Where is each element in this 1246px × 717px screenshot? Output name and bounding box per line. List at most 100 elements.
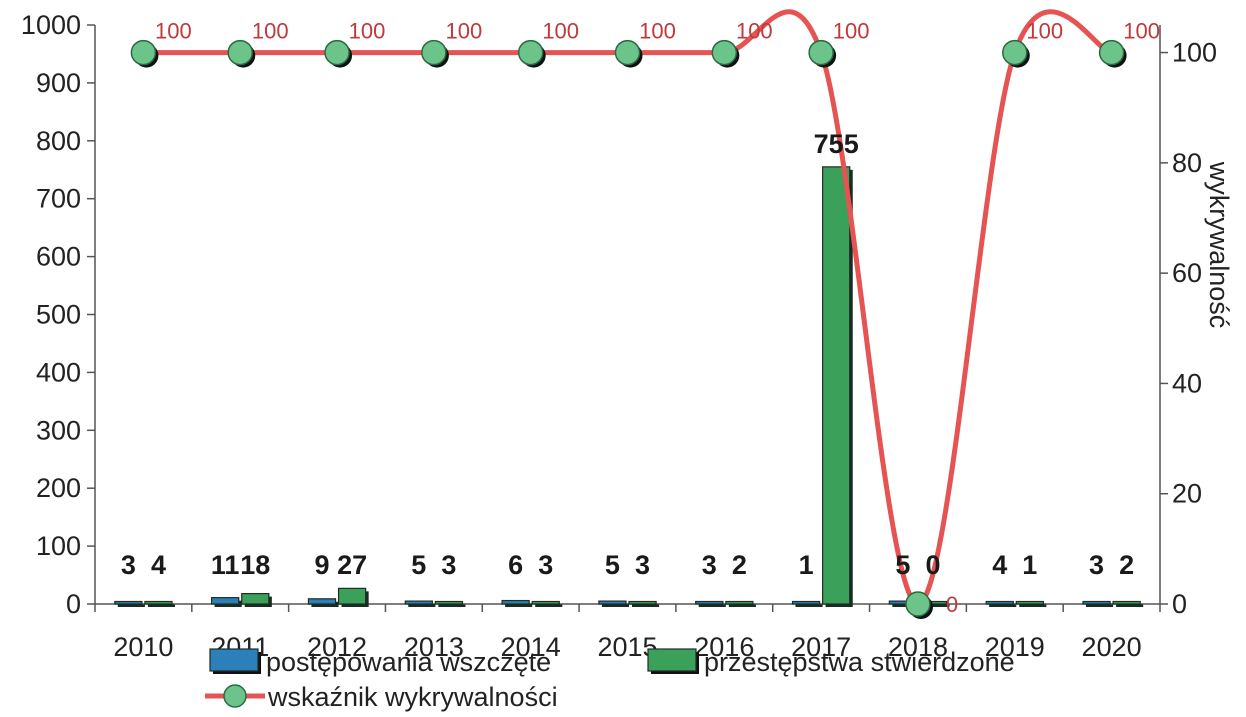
bar-shadow — [535, 604, 563, 607]
left-tick-label: 100 — [36, 531, 81, 561]
bar-postepowania — [307, 598, 337, 605]
legend-swatch-postepowania — [209, 648, 259, 672]
bar-postepowania — [695, 600, 724, 605]
bar-label-przestepstwa: 27 — [337, 550, 367, 580]
left-tick-label: 500 — [36, 300, 81, 330]
left-tick-label: 600 — [36, 242, 81, 272]
bar-postepowania — [501, 599, 530, 605]
bar-label-postepowania: 1 — [799, 550, 814, 580]
right-tick-label: 40 — [1172, 368, 1202, 398]
bar-shadow — [505, 603, 533, 607]
rate-label: 100 — [1123, 19, 1160, 44]
rate-label: 100 — [446, 19, 483, 44]
bar-label-postepowania: 3 — [1089, 550, 1104, 580]
bar-label-postepowania: 4 — [992, 550, 1007, 580]
bar-label-postepowania: 6 — [508, 550, 523, 580]
bar-postepowania — [598, 600, 627, 605]
x-tick-label: 2010 — [113, 632, 173, 662]
rate-marker — [711, 39, 738, 66]
bar-postepowania — [985, 600, 1014, 605]
right-tick-label: 20 — [1172, 479, 1202, 509]
bar-label-postepowania: 5 — [605, 550, 620, 580]
rate-label: 100 — [349, 19, 386, 44]
bar-shadow — [922, 604, 950, 607]
rate-label: 100 — [833, 19, 870, 44]
bar-label-przestepstwa: 4 — [151, 550, 166, 580]
rate-marker — [1098, 39, 1125, 66]
bar-label-przestepstwa: 3 — [538, 550, 553, 580]
bar-shadow — [1116, 604, 1144, 607]
rate-marker — [421, 39, 447, 66]
bar-shadow — [698, 604, 726, 607]
bar-postepowania — [791, 600, 821, 605]
bar-label-przestepstwa: 3 — [635, 550, 650, 580]
bar-shadow — [1019, 604, 1047, 607]
bar-przestepstwa — [822, 166, 851, 605]
x-tick-label: 2014 — [501, 632, 561, 662]
right-tick-label: 80 — [1172, 148, 1202, 178]
bar-label-postepowania: 3 — [121, 550, 136, 580]
rate-marker — [324, 39, 350, 66]
bar-shadow — [632, 604, 660, 607]
bar-przestepstwa — [434, 600, 464, 605]
bar-shadow — [601, 604, 629, 607]
rate-marker — [1002, 39, 1028, 66]
bar-przestepstwa — [337, 587, 367, 605]
left-tick-label: 400 — [36, 357, 81, 387]
x-tick-label: 2018 — [888, 632, 948, 662]
right-axis-title: wykrywalność — [1204, 161, 1234, 329]
rate-marker — [808, 39, 834, 66]
bars-group — [114, 166, 1144, 608]
legend-marker-rate — [223, 684, 247, 708]
bar-label-przestepstwa: 2 — [1119, 550, 1134, 580]
x-tick-label: 2019 — [985, 632, 1045, 662]
line-group — [130, 9, 1127, 619]
right-tick-label: 100 — [1172, 38, 1217, 68]
bar-label-postepowania: 9 — [314, 550, 329, 580]
rate-label: 100 — [252, 19, 289, 44]
bar-przestepstwa — [241, 592, 270, 605]
rate-line — [143, 9, 1113, 607]
bar-shadow — [408, 604, 436, 607]
bar-przestepstwa — [628, 600, 657, 605]
rate-marker — [130, 39, 157, 66]
left-tick-label: 200 — [36, 473, 81, 503]
bar-postepowania — [114, 600, 143, 605]
legend-group: postępowania wszczęte przestępstwa stwier… — [205, 647, 1015, 712]
bar-shadow — [147, 604, 176, 607]
bar-label-postepowania: 5 — [411, 550, 426, 580]
bar-label-przestepstwa: 1 — [1022, 550, 1037, 580]
bar-shadow — [989, 604, 1017, 607]
bar-label-przestepstwa: 755 — [814, 129, 859, 159]
left-tick-label: 1000 — [21, 10, 81, 40]
bar-label-przestepstwa: 2 — [732, 550, 747, 580]
bar-shadow — [117, 604, 145, 607]
bar-postepowania — [1082, 600, 1111, 605]
legend-label-przestepstwa: przestępstwa stwierdzone — [704, 647, 1015, 677]
bar-postepowania — [404, 600, 433, 605]
rate-label: 100 — [155, 19, 192, 44]
bar-shadow — [728, 604, 756, 607]
rate-marker — [517, 39, 544, 66]
right-tick-label: 0 — [1172, 589, 1187, 619]
bar-przestepstwa — [725, 600, 754, 605]
bar-przestepstwa — [1015, 600, 1044, 605]
bar-shadow — [438, 604, 466, 607]
rate-label: 100 — [639, 19, 676, 44]
x-tick-label: 2016 — [694, 632, 754, 662]
bar-label-postepowania: 3 — [702, 550, 717, 580]
x-tick-label: 2012 — [307, 632, 367, 662]
left-tick-label: 0 — [66, 589, 81, 619]
legend-swatch-przestepstwa — [647, 648, 697, 672]
bar-przestepstwa — [1112, 600, 1141, 605]
axes-group: 0100200300400500600700800900100002040608… — [21, 10, 1217, 662]
bar-shadow — [795, 604, 823, 607]
rate-label: 100 — [1026, 19, 1063, 44]
x-tick-label: 2020 — [1082, 632, 1142, 662]
bar-label-przestepstwa: 18 — [240, 550, 270, 580]
rate-label: 100 — [542, 19, 579, 44]
x-tick-label: 2013 — [404, 632, 464, 662]
